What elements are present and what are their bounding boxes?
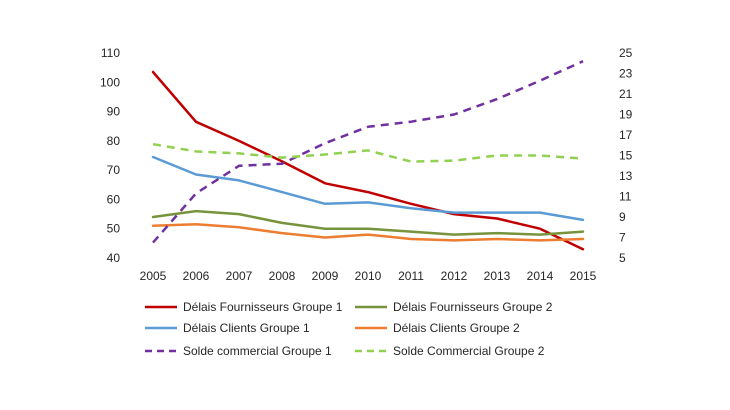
left-axis-tick-label: 60 <box>107 192 121 206</box>
left-axis-tick-label: 80 <box>107 134 121 148</box>
left-axis-tick-label: 40 <box>107 251 121 265</box>
right-axis-tick-label: 5 <box>619 251 626 265</box>
series-layer <box>151 60 585 251</box>
right-axis-tick-label: 25 <box>619 46 633 60</box>
legend-label-1: Délais Fournisseurs Groupe 1 <box>183 300 343 314</box>
right-axis-tick-label: 15 <box>619 149 633 163</box>
x-axis-tick-label: 2010 <box>355 269 382 283</box>
legend-label-2: Délais Fournisseurs Groupe 2 <box>393 300 553 314</box>
x-axis-tick-label: 2013 <box>484 269 511 283</box>
legend-label-5: Solde commercial Groupe 1 <box>183 344 332 358</box>
right-axis-tick-label: 7 <box>619 231 626 245</box>
right-axis-tick-label: 11 <box>619 190 632 204</box>
left-axis-tick-label: 70 <box>107 163 121 177</box>
x-axis-tick-label: 2006 <box>183 269 210 283</box>
x-axis-tick-label: 2005 <box>140 269 167 283</box>
right-axis-tick-label: 17 <box>619 128 633 142</box>
x-axis-tick-label: 2015 <box>570 269 597 283</box>
right-axis-tick-label: 9 <box>619 210 626 224</box>
series-line-1 <box>151 70 585 251</box>
left-axis-tick-label: 100 <box>100 75 120 89</box>
x-axis-tick-label: 2014 <box>527 269 554 283</box>
right-axis-tick-label: 13 <box>619 169 633 183</box>
x-axis-tick-label: 2012 <box>441 269 468 283</box>
series-line-2 <box>151 209 585 236</box>
right-axis-tick-label: 23 <box>619 67 633 81</box>
right-y-axis: 5 7 9 11 13 15 17 19 21 23 25 <box>619 46 633 265</box>
series-line-4 <box>151 223 585 242</box>
legend-label-6: Solde Commercial Groupe 2 <box>393 344 545 358</box>
right-axis-tick-label: 19 <box>619 108 633 122</box>
x-axis-tick-label: 2008 <box>269 269 296 283</box>
legend-label-4: Délais Clients Groupe 2 <box>393 321 520 335</box>
left-y-axis: 40 50 60 70 80 90 100 110 <box>100 46 120 265</box>
left-axis-tick-label: 50 <box>107 222 121 236</box>
left-axis-tick-label: 90 <box>107 105 121 119</box>
series-line-6 <box>152 142 584 163</box>
left-axis-tick-label: 110 <box>101 46 120 60</box>
x-axis: 2005 2006 2007 2008 2009 2010 2011 2012 2013 2014… <box>140 269 597 283</box>
x-axis-tick-label: 2011 <box>398 269 424 283</box>
series-line-3 <box>151 155 585 222</box>
x-axis-tick-label: 2009 <box>312 269 339 283</box>
legend: Délais Fournisseurs Groupe 1 Délais Fourn… <box>145 300 553 358</box>
x-axis-tick-label: 2007 <box>226 269 253 283</box>
legend-label-3: Délais Clients Groupe 1 <box>183 321 310 335</box>
right-axis-tick-label: 21 <box>619 87 633 101</box>
series-line-5 <box>152 60 584 244</box>
